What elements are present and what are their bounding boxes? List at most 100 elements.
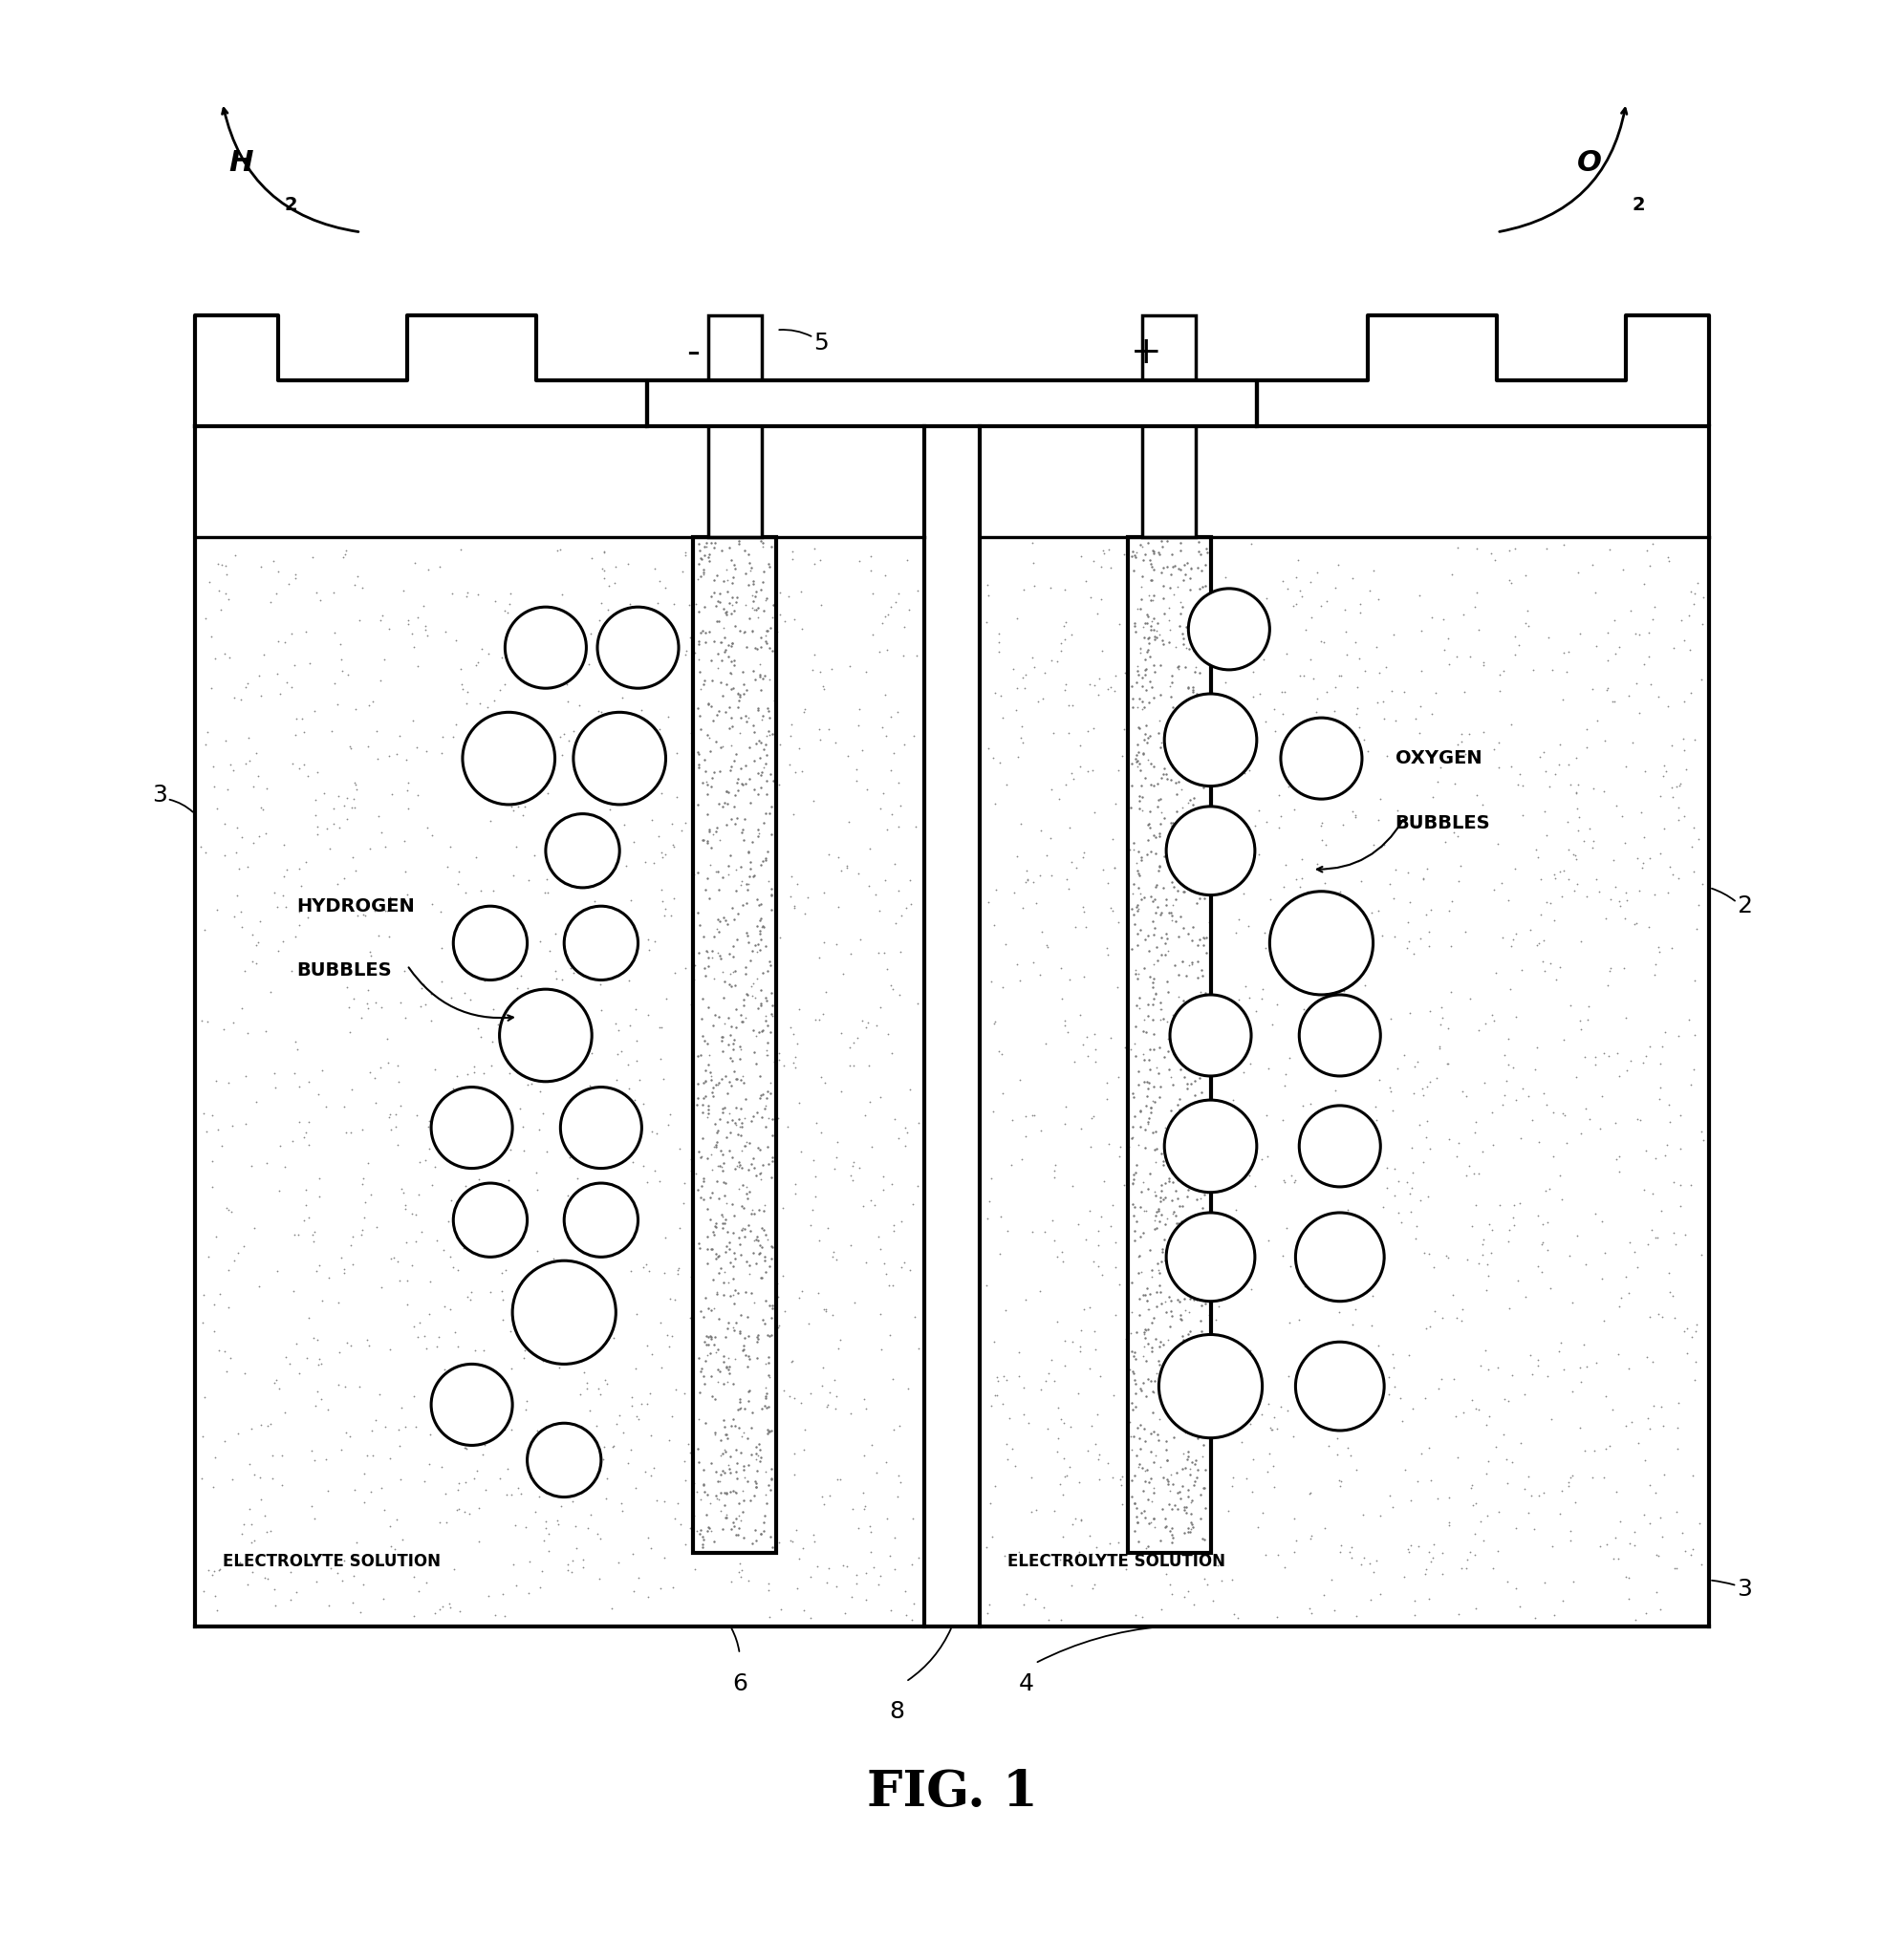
Point bbox=[282, 704, 312, 735]
Point bbox=[503, 972, 533, 1004]
Point bbox=[1140, 870, 1171, 902]
Point bbox=[1538, 858, 1569, 890]
Point bbox=[1121, 896, 1152, 927]
Point bbox=[687, 543, 718, 574]
Point bbox=[1337, 1352, 1367, 1384]
Point bbox=[1455, 982, 1485, 1013]
Point bbox=[1163, 651, 1194, 682]
Point bbox=[809, 1294, 840, 1325]
Point bbox=[752, 1027, 783, 1058]
Point bbox=[1679, 857, 1710, 888]
Point bbox=[1129, 1476, 1160, 1507]
Point bbox=[693, 1233, 724, 1264]
Point bbox=[1135, 1096, 1165, 1127]
Point bbox=[187, 1005, 217, 1037]
Point bbox=[280, 719, 310, 751]
Point bbox=[1527, 1207, 1557, 1239]
Point bbox=[752, 778, 783, 809]
Point bbox=[1158, 821, 1188, 853]
Point bbox=[552, 1276, 583, 1307]
Point bbox=[752, 615, 783, 647]
Point bbox=[689, 1368, 720, 1399]
Point bbox=[722, 1446, 752, 1478]
Point bbox=[691, 862, 722, 894]
Point bbox=[1121, 892, 1152, 923]
Point bbox=[724, 1499, 754, 1531]
Point bbox=[1137, 1462, 1167, 1494]
Point bbox=[1169, 629, 1200, 661]
Point bbox=[887, 1252, 918, 1284]
Point bbox=[293, 647, 324, 678]
Point bbox=[800, 533, 830, 564]
Point bbox=[1184, 976, 1215, 1007]
Point bbox=[1129, 1425, 1160, 1456]
Point bbox=[1024, 1276, 1055, 1307]
Point bbox=[1135, 749, 1165, 780]
Point bbox=[326, 1435, 356, 1466]
Point bbox=[1158, 1521, 1188, 1552]
Point bbox=[1129, 717, 1160, 749]
Point bbox=[1594, 617, 1624, 649]
Point bbox=[714, 657, 744, 688]
Point bbox=[1255, 884, 1285, 915]
Point bbox=[1169, 1051, 1200, 1082]
Point bbox=[687, 559, 718, 590]
Point bbox=[752, 986, 783, 1017]
Point bbox=[1127, 531, 1158, 563]
Point bbox=[703, 874, 733, 906]
Point bbox=[750, 729, 781, 760]
Point bbox=[1559, 1486, 1590, 1517]
Point bbox=[1565, 1411, 1596, 1443]
Point bbox=[1072, 715, 1102, 747]
Point bbox=[1150, 1121, 1180, 1152]
Point bbox=[1325, 1537, 1356, 1568]
Point bbox=[760, 684, 790, 715]
Point bbox=[567, 1552, 598, 1584]
Point bbox=[703, 606, 733, 637]
Point bbox=[1180, 651, 1211, 682]
Point bbox=[198, 751, 228, 782]
Point bbox=[1161, 1164, 1192, 1196]
Point bbox=[971, 606, 1002, 637]
Point bbox=[1169, 1131, 1200, 1162]
Point bbox=[754, 1415, 784, 1446]
Point bbox=[714, 1233, 744, 1264]
Point bbox=[695, 815, 725, 847]
Point bbox=[209, 808, 240, 839]
Point bbox=[670, 639, 701, 670]
Point bbox=[1118, 1168, 1148, 1200]
Point bbox=[1156, 1115, 1186, 1147]
Point bbox=[1188, 729, 1219, 760]
Point bbox=[211, 1192, 242, 1223]
Point bbox=[1167, 1403, 1198, 1435]
Point bbox=[1116, 1407, 1146, 1439]
Circle shape bbox=[1188, 588, 1270, 670]
Point bbox=[676, 1154, 706, 1186]
Point bbox=[741, 580, 771, 612]
Point bbox=[369, 1411, 400, 1443]
Point bbox=[1148, 841, 1179, 872]
Point bbox=[1135, 584, 1165, 615]
Point bbox=[1624, 874, 1655, 906]
Point bbox=[518, 733, 548, 764]
Point bbox=[1009, 1121, 1040, 1152]
Point bbox=[741, 633, 771, 664]
Circle shape bbox=[1165, 1100, 1257, 1192]
Point bbox=[687, 1162, 718, 1194]
Point bbox=[375, 882, 406, 913]
Point bbox=[746, 1164, 777, 1196]
Point bbox=[1186, 1015, 1217, 1047]
Point bbox=[1200, 698, 1230, 729]
Point bbox=[1076, 1131, 1106, 1162]
Point bbox=[1519, 1054, 1550, 1086]
Point bbox=[706, 1021, 737, 1053]
Point bbox=[704, 586, 735, 617]
Point bbox=[703, 1127, 733, 1158]
Point bbox=[1249, 917, 1279, 949]
Point bbox=[741, 594, 771, 625]
Point bbox=[236, 1556, 267, 1588]
Point bbox=[1190, 868, 1220, 900]
Point bbox=[687, 1529, 718, 1560]
Point bbox=[880, 1521, 910, 1552]
Circle shape bbox=[598, 608, 678, 688]
